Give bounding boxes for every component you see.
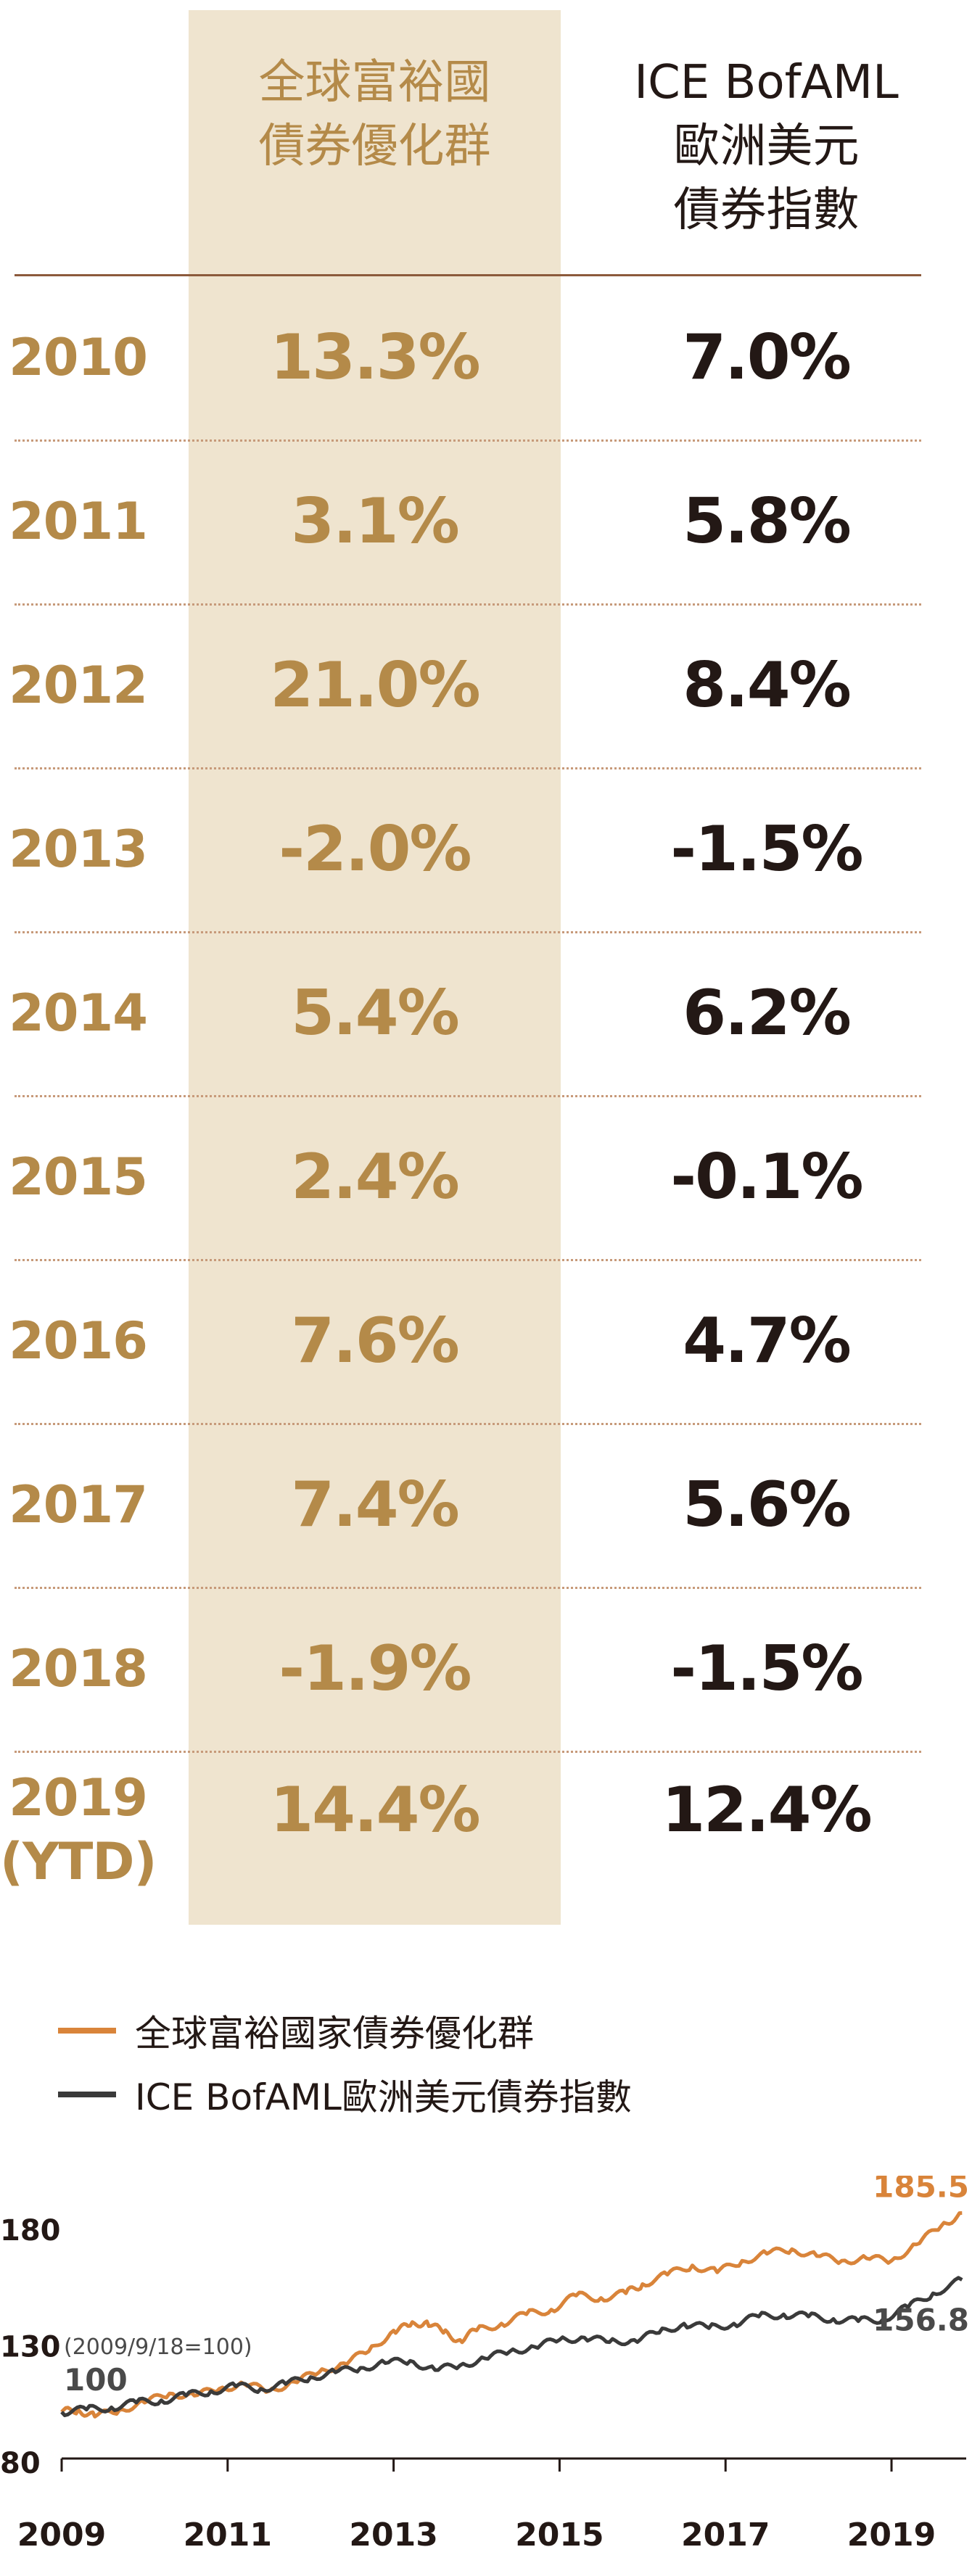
base-value-label: 100 bbox=[64, 2362, 128, 2398]
legend-fund: 全球富裕國家債券優化群 bbox=[58, 2009, 534, 2055]
row-separator bbox=[15, 1095, 921, 1097]
year-label: 2018 bbox=[0, 1637, 156, 1701]
y-tick-label: 80 bbox=[0, 2447, 41, 2480]
fund-return-value: -1.9% bbox=[279, 1632, 471, 1705]
year-text: 2013 bbox=[9, 820, 148, 879]
row-separator bbox=[15, 767, 921, 769]
series-line bbox=[60, 2276, 963, 2417]
row-separator bbox=[15, 1259, 921, 1261]
legend-fund-label: 全球富裕國家債券優化群 bbox=[135, 2012, 534, 2055]
year-subtext: (YTD) bbox=[0, 1832, 157, 1891]
year-label: 2019 (YTD) bbox=[0, 1766, 157, 1894]
index-return-value: 5.6% bbox=[683, 1469, 852, 1541]
row-separator bbox=[15, 1751, 921, 1753]
fund-return-value: 2.4% bbox=[291, 1141, 460, 1213]
index-return-value: -0.1% bbox=[670, 1141, 863, 1213]
year-label: 2011 bbox=[0, 490, 156, 553]
fund-return-value: 21.0% bbox=[270, 649, 480, 722]
performance-line-chart: 180 130 80 2009 2011 2013 2015 2017 2019 185.5 156… bbox=[0, 2176, 969, 2554]
year-label: 2015 bbox=[0, 1145, 156, 1209]
row-separator bbox=[15, 1587, 921, 1589]
year-label: 2014 bbox=[0, 981, 156, 1045]
header-divider bbox=[15, 274, 921, 276]
index-return-value: -1.5% bbox=[670, 1632, 863, 1705]
series-end-label: 156.8 bbox=[873, 2303, 969, 2338]
x-tick-label: 2015 bbox=[515, 2517, 604, 2554]
fund-return-value: 7.6% bbox=[291, 1305, 460, 1377]
index-return-value: 4.7% bbox=[683, 1305, 852, 1377]
year-text: 2011 bbox=[9, 492, 148, 551]
index-column-header: ICE BofAML 歐洲美元 債券指數 bbox=[561, 51, 972, 242]
year-text: 2010 bbox=[9, 328, 148, 387]
index-header-line-3: 債券指數 bbox=[673, 183, 860, 237]
y-tick-label: 130 bbox=[0, 2331, 61, 2364]
index-return-value: 5.8% bbox=[683, 485, 852, 558]
fund-header-line-2: 債券優化群 bbox=[258, 120, 491, 173]
year-label: 2010 bbox=[0, 326, 156, 389]
x-tick-label: 2019 bbox=[847, 2517, 936, 2554]
year-text: 2018 bbox=[9, 1639, 148, 1698]
year-text: 2012 bbox=[9, 656, 148, 715]
fund-column-highlight bbox=[189, 10, 561, 1925]
x-tick-label: 2011 bbox=[184, 2517, 272, 2554]
index-return-value: -1.5% bbox=[670, 813, 863, 886]
legend-index-label: ICE BofAML歐洲美元債券指數 bbox=[135, 2076, 632, 2118]
year-label: 2012 bbox=[0, 653, 156, 717]
x-tick-label: 2017 bbox=[681, 2517, 770, 2554]
index-return-value: 6.2% bbox=[683, 977, 852, 1049]
fund-return-value: 13.3% bbox=[270, 321, 480, 394]
row-separator bbox=[15, 603, 921, 606]
row-separator bbox=[15, 439, 921, 442]
row-separator bbox=[15, 931, 921, 933]
year-text: 2019 bbox=[9, 1768, 148, 1828]
index-header-line-2: 歐洲美元 bbox=[673, 120, 860, 173]
fund-return-value: -2.0% bbox=[279, 813, 471, 886]
base-note: (2009/9/18=100) bbox=[64, 2334, 252, 2360]
year-label: 2017 bbox=[0, 1473, 156, 1537]
fund-column-header: 全球富裕國 債券優化群 bbox=[189, 51, 561, 178]
legend-fund-swatch bbox=[58, 2028, 116, 2034]
legend-index: ICE BofAML歐洲美元債券指數 bbox=[58, 2073, 632, 2118]
fund-return-value: 14.4% bbox=[270, 1774, 480, 1846]
year-label: 2016 bbox=[0, 1309, 156, 1373]
index-return-value: 7.0% bbox=[683, 321, 852, 394]
year-text: 2016 bbox=[9, 1311, 148, 1371]
fund-return-value: 7.4% bbox=[291, 1469, 460, 1541]
row-separator bbox=[15, 1423, 921, 1425]
index-header-line-1: ICE BofAML bbox=[634, 56, 899, 110]
fund-header-line-1: 全球富裕國 bbox=[258, 56, 491, 110]
year-text: 2017 bbox=[9, 1475, 148, 1535]
fund-return-value: 3.1% bbox=[291, 485, 460, 558]
x-tick-label: 2009 bbox=[17, 2517, 106, 2554]
fund-return-value: 5.4% bbox=[291, 977, 460, 1049]
index-return-value: 12.4% bbox=[662, 1774, 872, 1846]
year-label: 2013 bbox=[0, 817, 156, 881]
year-text: 2014 bbox=[9, 983, 148, 1043]
series-line bbox=[60, 2211, 963, 2419]
x-tick-label: 2013 bbox=[349, 2517, 437, 2554]
series-end-label: 185.5 bbox=[873, 2176, 969, 2205]
y-tick-label: 180 bbox=[0, 2214, 61, 2247]
index-return-value: 8.4% bbox=[683, 649, 852, 722]
year-text: 2015 bbox=[9, 1147, 148, 1207]
legend-index-swatch bbox=[58, 2092, 116, 2097]
